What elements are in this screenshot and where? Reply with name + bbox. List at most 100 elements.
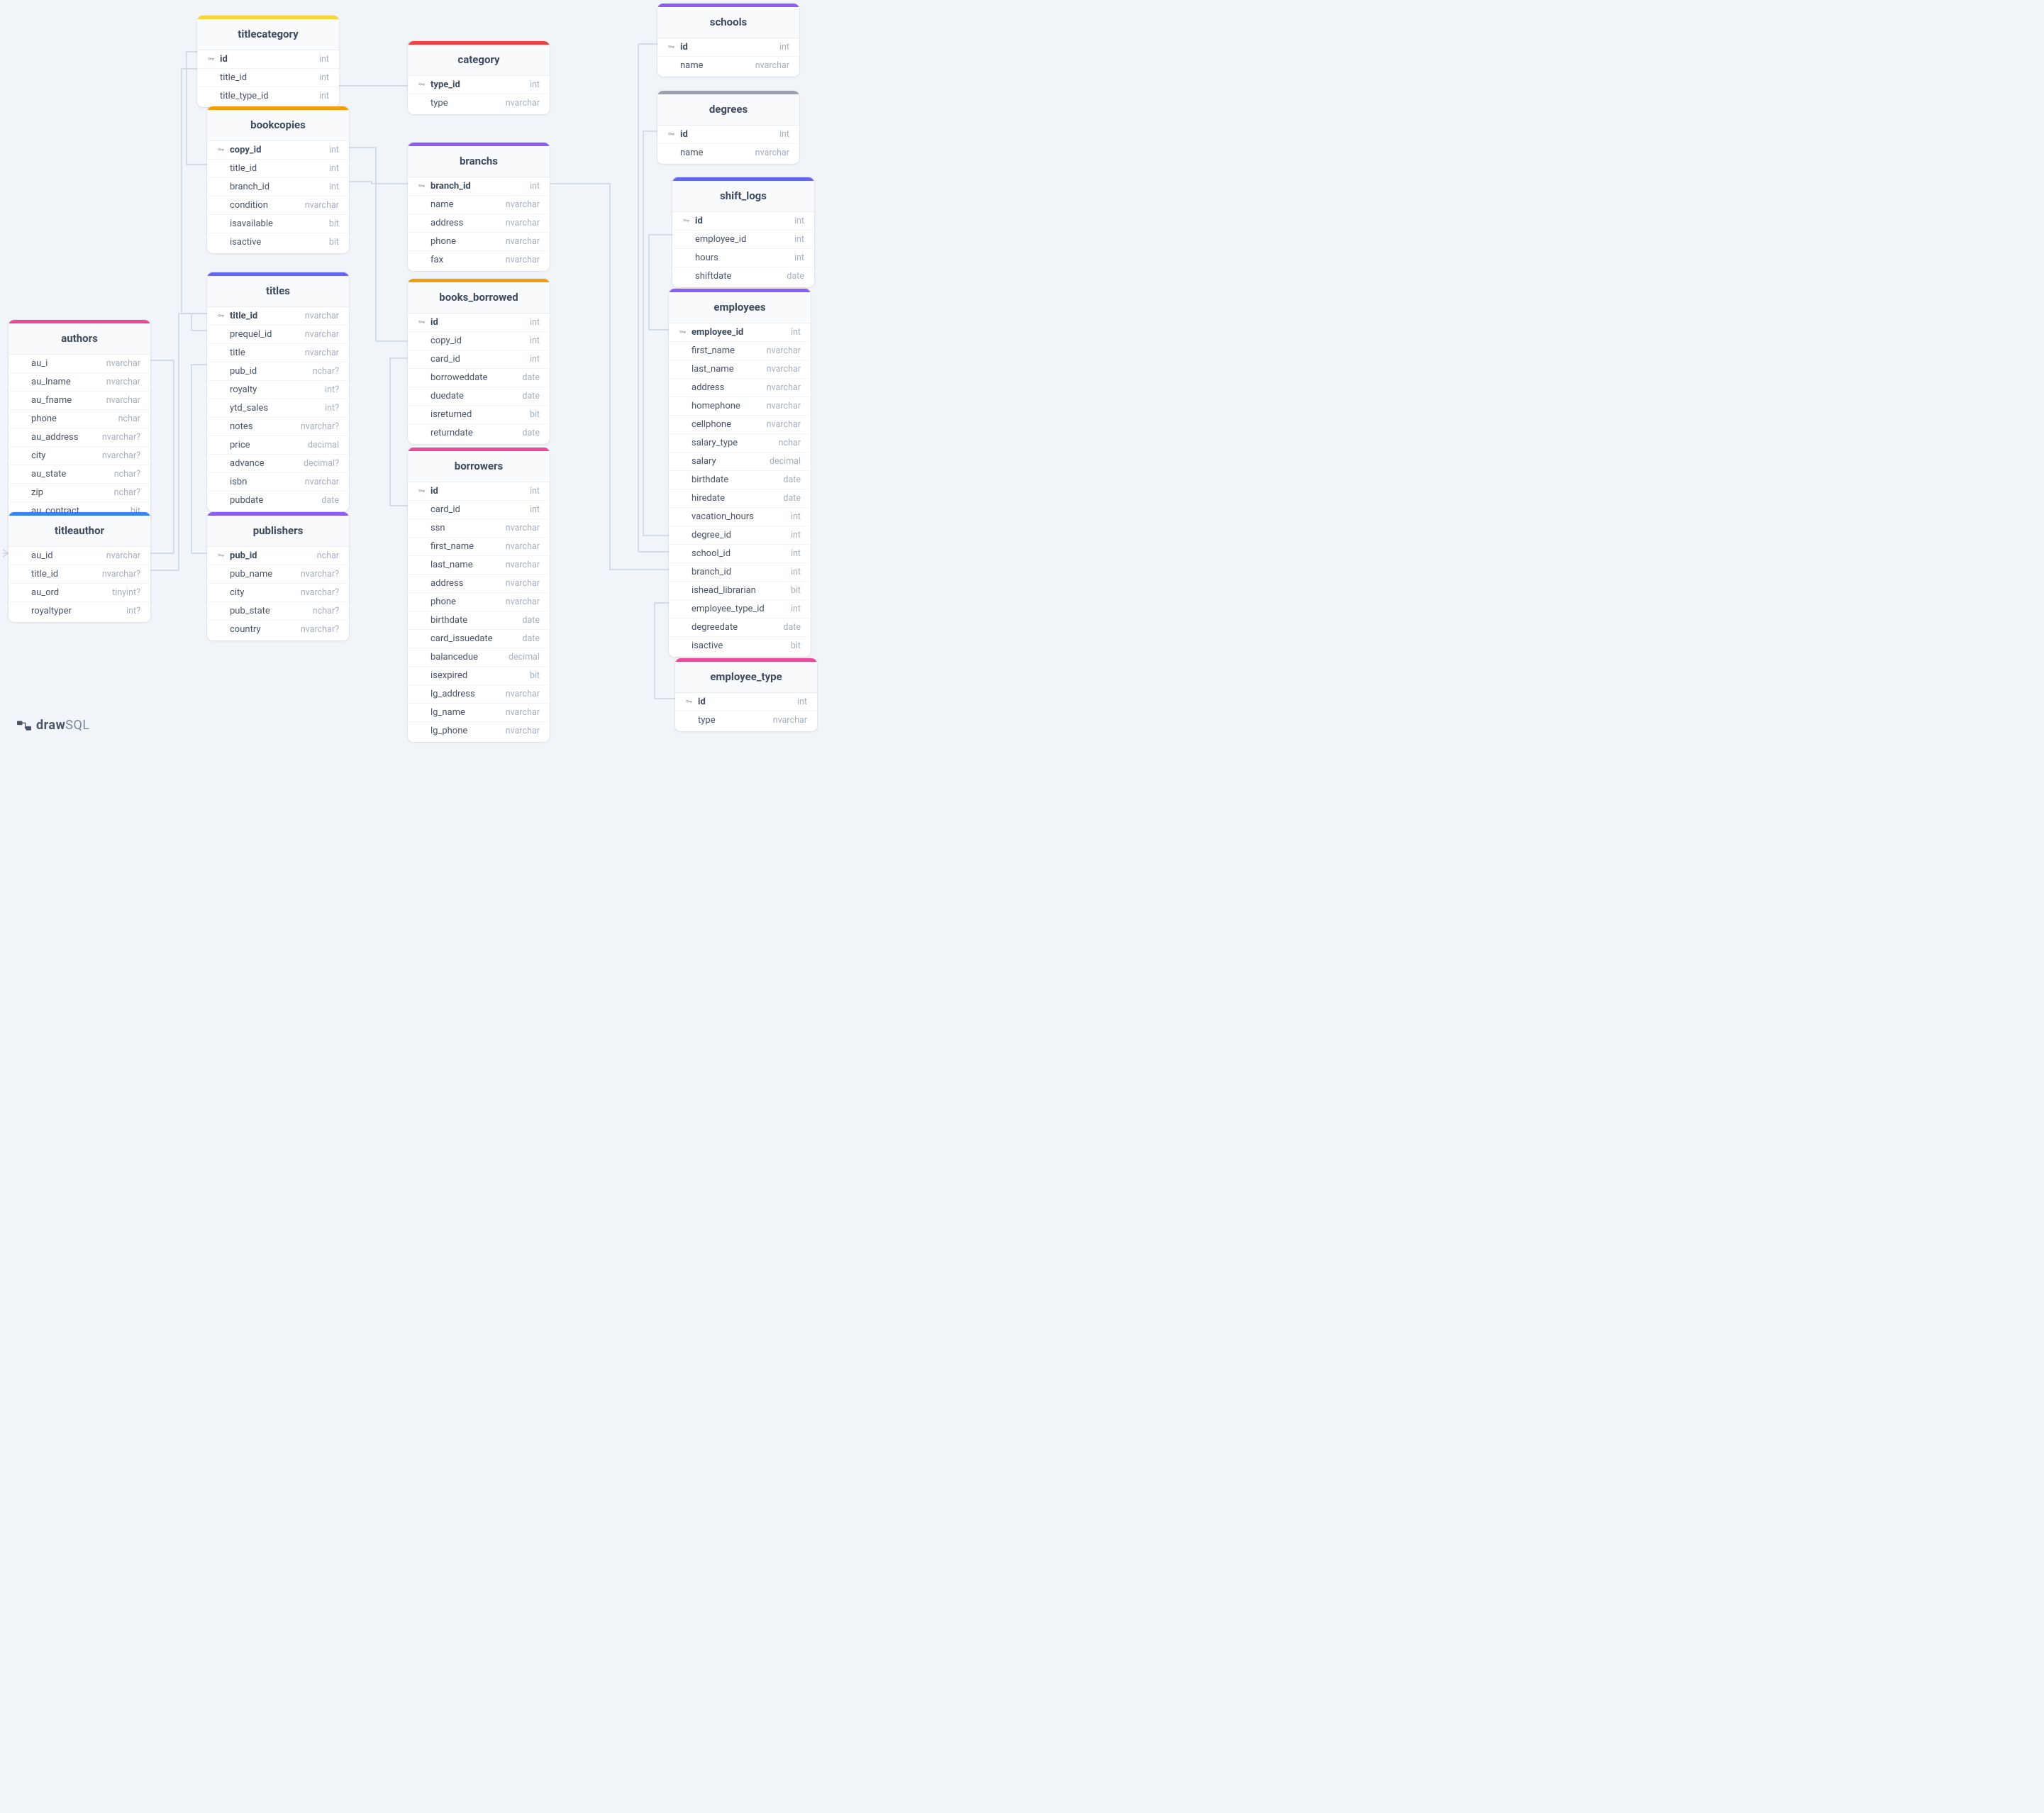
table-schools[interactable]: schoolsidintnamenvarchar	[657, 4, 799, 77]
table-column-row[interactable]: branch_idint	[408, 177, 550, 196]
table-column-row[interactable]: citynvarchar?	[207, 584, 349, 602]
table-column-row[interactable]: isexpiredbit	[408, 667, 550, 685]
table-column-row[interactable]: advancedecimal?	[207, 455, 349, 473]
table-column-row[interactable]: copy_idint	[408, 332, 550, 350]
table-column-row[interactable]: idint	[657, 38, 799, 57]
table-shift_logs[interactable]: shift_logsidintemployee_idinthoursintshi…	[672, 177, 814, 287]
table-column-row[interactable]: au_lnamenvarchar	[9, 373, 150, 392]
table-column-row[interactable]: ytd_salesint?	[207, 399, 349, 418]
table-column-row[interactable]: royaltyint?	[207, 381, 349, 399]
table-column-row[interactable]: first_namenvarchar	[669, 342, 811, 360]
table-column-row[interactable]: homephonenvarchar	[669, 397, 811, 416]
table-column-row[interactable]: last_namenvarchar	[408, 556, 550, 575]
table-authors[interactable]: authorsau_invarcharau_lnamenvarcharau_fn…	[9, 320, 150, 522]
table-publishers[interactable]: publisherspub_idncharpub_namenvarchar?ci…	[207, 512, 349, 641]
table-titlecategory[interactable]: titlecategoryidinttitle_idinttitle_type_…	[197, 16, 339, 107]
table-column-row[interactable]: employee_type_idint	[669, 600, 811, 619]
table-column-row[interactable]: pricedecimal	[207, 436, 349, 455]
table-column-row[interactable]: addressnvarchar	[669, 379, 811, 397]
table-column-row[interactable]: card_idint	[408, 350, 550, 369]
table-column-row[interactable]: title_type_idint	[197, 87, 339, 107]
table-degrees[interactable]: degreesidintnamenvarchar	[657, 91, 799, 164]
table-column-row[interactable]: employee_idint	[669, 323, 811, 342]
table-category[interactable]: categorytype_idinttypenvarchar	[408, 41, 550, 114]
table-column-row[interactable]: pubdatedate	[207, 492, 349, 511]
table-column-row[interactable]: notesnvarchar?	[207, 418, 349, 436]
table-column-row[interactable]: lg_namenvarchar	[408, 704, 550, 722]
table-column-row[interactable]: countrynvarchar?	[207, 621, 349, 641]
table-column-row[interactable]: hoursint	[672, 249, 814, 267]
table-column-row[interactable]: phonenvarchar	[408, 593, 550, 611]
table-column-row[interactable]: borroweddatedate	[408, 369, 550, 387]
table-column-row[interactable]: balanceduedecimal	[408, 648, 550, 667]
table-column-row[interactable]: addressnvarchar	[408, 575, 550, 593]
table-employees[interactable]: employeesemployee_idintfirst_namenvarcha…	[669, 289, 811, 657]
table-column-row[interactable]: vacation_hoursint	[669, 508, 811, 526]
table-column-row[interactable]: duedatedate	[408, 387, 550, 406]
table-column-row[interactable]: conditionnvarchar	[207, 196, 349, 215]
table-column-row[interactable]: namenvarchar	[657, 144, 799, 164]
table-column-row[interactable]: idint	[675, 693, 817, 711]
table-borrowers[interactable]: borrowersidintcard_idintssnnvarcharfirst…	[408, 448, 550, 742]
table-column-row[interactable]: au_statenchar?	[9, 465, 150, 484]
table-column-row[interactable]: titlenvarchar	[207, 344, 349, 362]
table-column-row[interactable]: idint	[408, 482, 550, 501]
table-column-row[interactable]: idint	[657, 126, 799, 144]
table-column-row[interactable]: phonenvarchar	[408, 233, 550, 251]
table-column-row[interactable]: birthdatedate	[408, 611, 550, 630]
table-column-row[interactable]: idint	[408, 314, 550, 332]
table-column-row[interactable]: card_idint	[408, 501, 550, 519]
table-column-row[interactable]: school_idint	[669, 545, 811, 563]
table-column-row[interactable]: au_addressnvarchar?	[9, 428, 150, 447]
table-column-row[interactable]: pub_idnchar	[207, 547, 349, 565]
table-column-row[interactable]: card_issuedatedate	[408, 630, 550, 648]
table-column-row[interactable]: idint	[197, 50, 339, 69]
table-column-row[interactable]: isreturnedbit	[408, 406, 550, 424]
table-column-row[interactable]: branch_idint	[669, 563, 811, 582]
table-column-row[interactable]: type_idint	[408, 76, 550, 94]
table-column-row[interactable]: namenvarchar	[657, 57, 799, 77]
table-column-row[interactable]: au_invarchar	[9, 355, 150, 373]
table-column-row[interactable]: salarydecimal	[669, 453, 811, 471]
table-column-row[interactable]: copy_idint	[207, 141, 349, 160]
table-column-row[interactable]: pub_idnchar?	[207, 362, 349, 381]
table-column-row[interactable]: last_namenvarchar	[669, 360, 811, 379]
table-column-row[interactable]: isactivebit	[207, 233, 349, 253]
table-column-row[interactable]: hiredatedate	[669, 489, 811, 508]
table-titles[interactable]: titlestitle_idnvarcharprequel_idnvarchar…	[207, 272, 349, 511]
table-column-row[interactable]: first_namenvarchar	[408, 538, 550, 556]
table-books_borrowed[interactable]: books_borrowedidintcopy_idintcard_idintb…	[408, 279, 550, 444]
table-column-row[interactable]: degreedatedate	[669, 619, 811, 637]
table-column-row[interactable]: title_idint	[207, 160, 349, 178]
table-column-row[interactable]: salary_typenchar	[669, 434, 811, 453]
table-column-row[interactable]: faxnvarchar	[408, 251, 550, 271]
table-column-row[interactable]: returndatedate	[408, 424, 550, 444]
table-column-row[interactable]: title_idint	[197, 69, 339, 87]
table-column-row[interactable]: title_idnvarchar?	[9, 565, 150, 584]
table-column-row[interactable]: au_idnvarchar	[9, 547, 150, 565]
table-column-row[interactable]: shiftdatedate	[672, 267, 814, 287]
table-branchs[interactable]: branchsbranch_idintnamenvarcharaddressnv…	[408, 143, 550, 271]
table-column-row[interactable]: zipnchar?	[9, 484, 150, 502]
table-column-row[interactable]: isavailablebit	[207, 215, 349, 233]
table-column-row[interactable]: isactivebit	[669, 637, 811, 657]
table-column-row[interactable]: degree_idint	[669, 526, 811, 545]
table-column-row[interactable]: employee_idint	[672, 231, 814, 249]
table-column-row[interactable]: addressnvarchar	[408, 214, 550, 233]
table-column-row[interactable]: birthdatedate	[669, 471, 811, 489]
table-column-row[interactable]: citynvarchar?	[9, 447, 150, 465]
table-column-row[interactable]: ssnnvarchar	[408, 519, 550, 538]
table-column-row[interactable]: pub_namenvarchar?	[207, 565, 349, 584]
table-column-row[interactable]: namenvarchar	[408, 196, 550, 214]
table-column-row[interactable]: au_fnamenvarchar	[9, 392, 150, 410]
table-column-row[interactable]: royaltyperint?	[9, 602, 150, 622]
table-column-row[interactable]: phonenchar	[9, 410, 150, 428]
table-column-row[interactable]: prequel_idnvarchar	[207, 326, 349, 344]
table-bookcopies[interactable]: bookcopiescopy_idinttitle_idintbranch_id…	[207, 106, 349, 253]
table-titleauthor[interactable]: titleauthorau_idnvarchartitle_idnvarchar…	[9, 512, 150, 622]
table-column-row[interactable]: au_ordtinyint?	[9, 584, 150, 602]
table-column-row[interactable]: lg_addressnvarchar	[408, 685, 550, 704]
table-column-row[interactable]: lg_phonenvarchar	[408, 722, 550, 742]
table-column-row[interactable]: typenvarchar	[675, 711, 817, 731]
table-column-row[interactable]: typenvarchar	[408, 94, 550, 114]
